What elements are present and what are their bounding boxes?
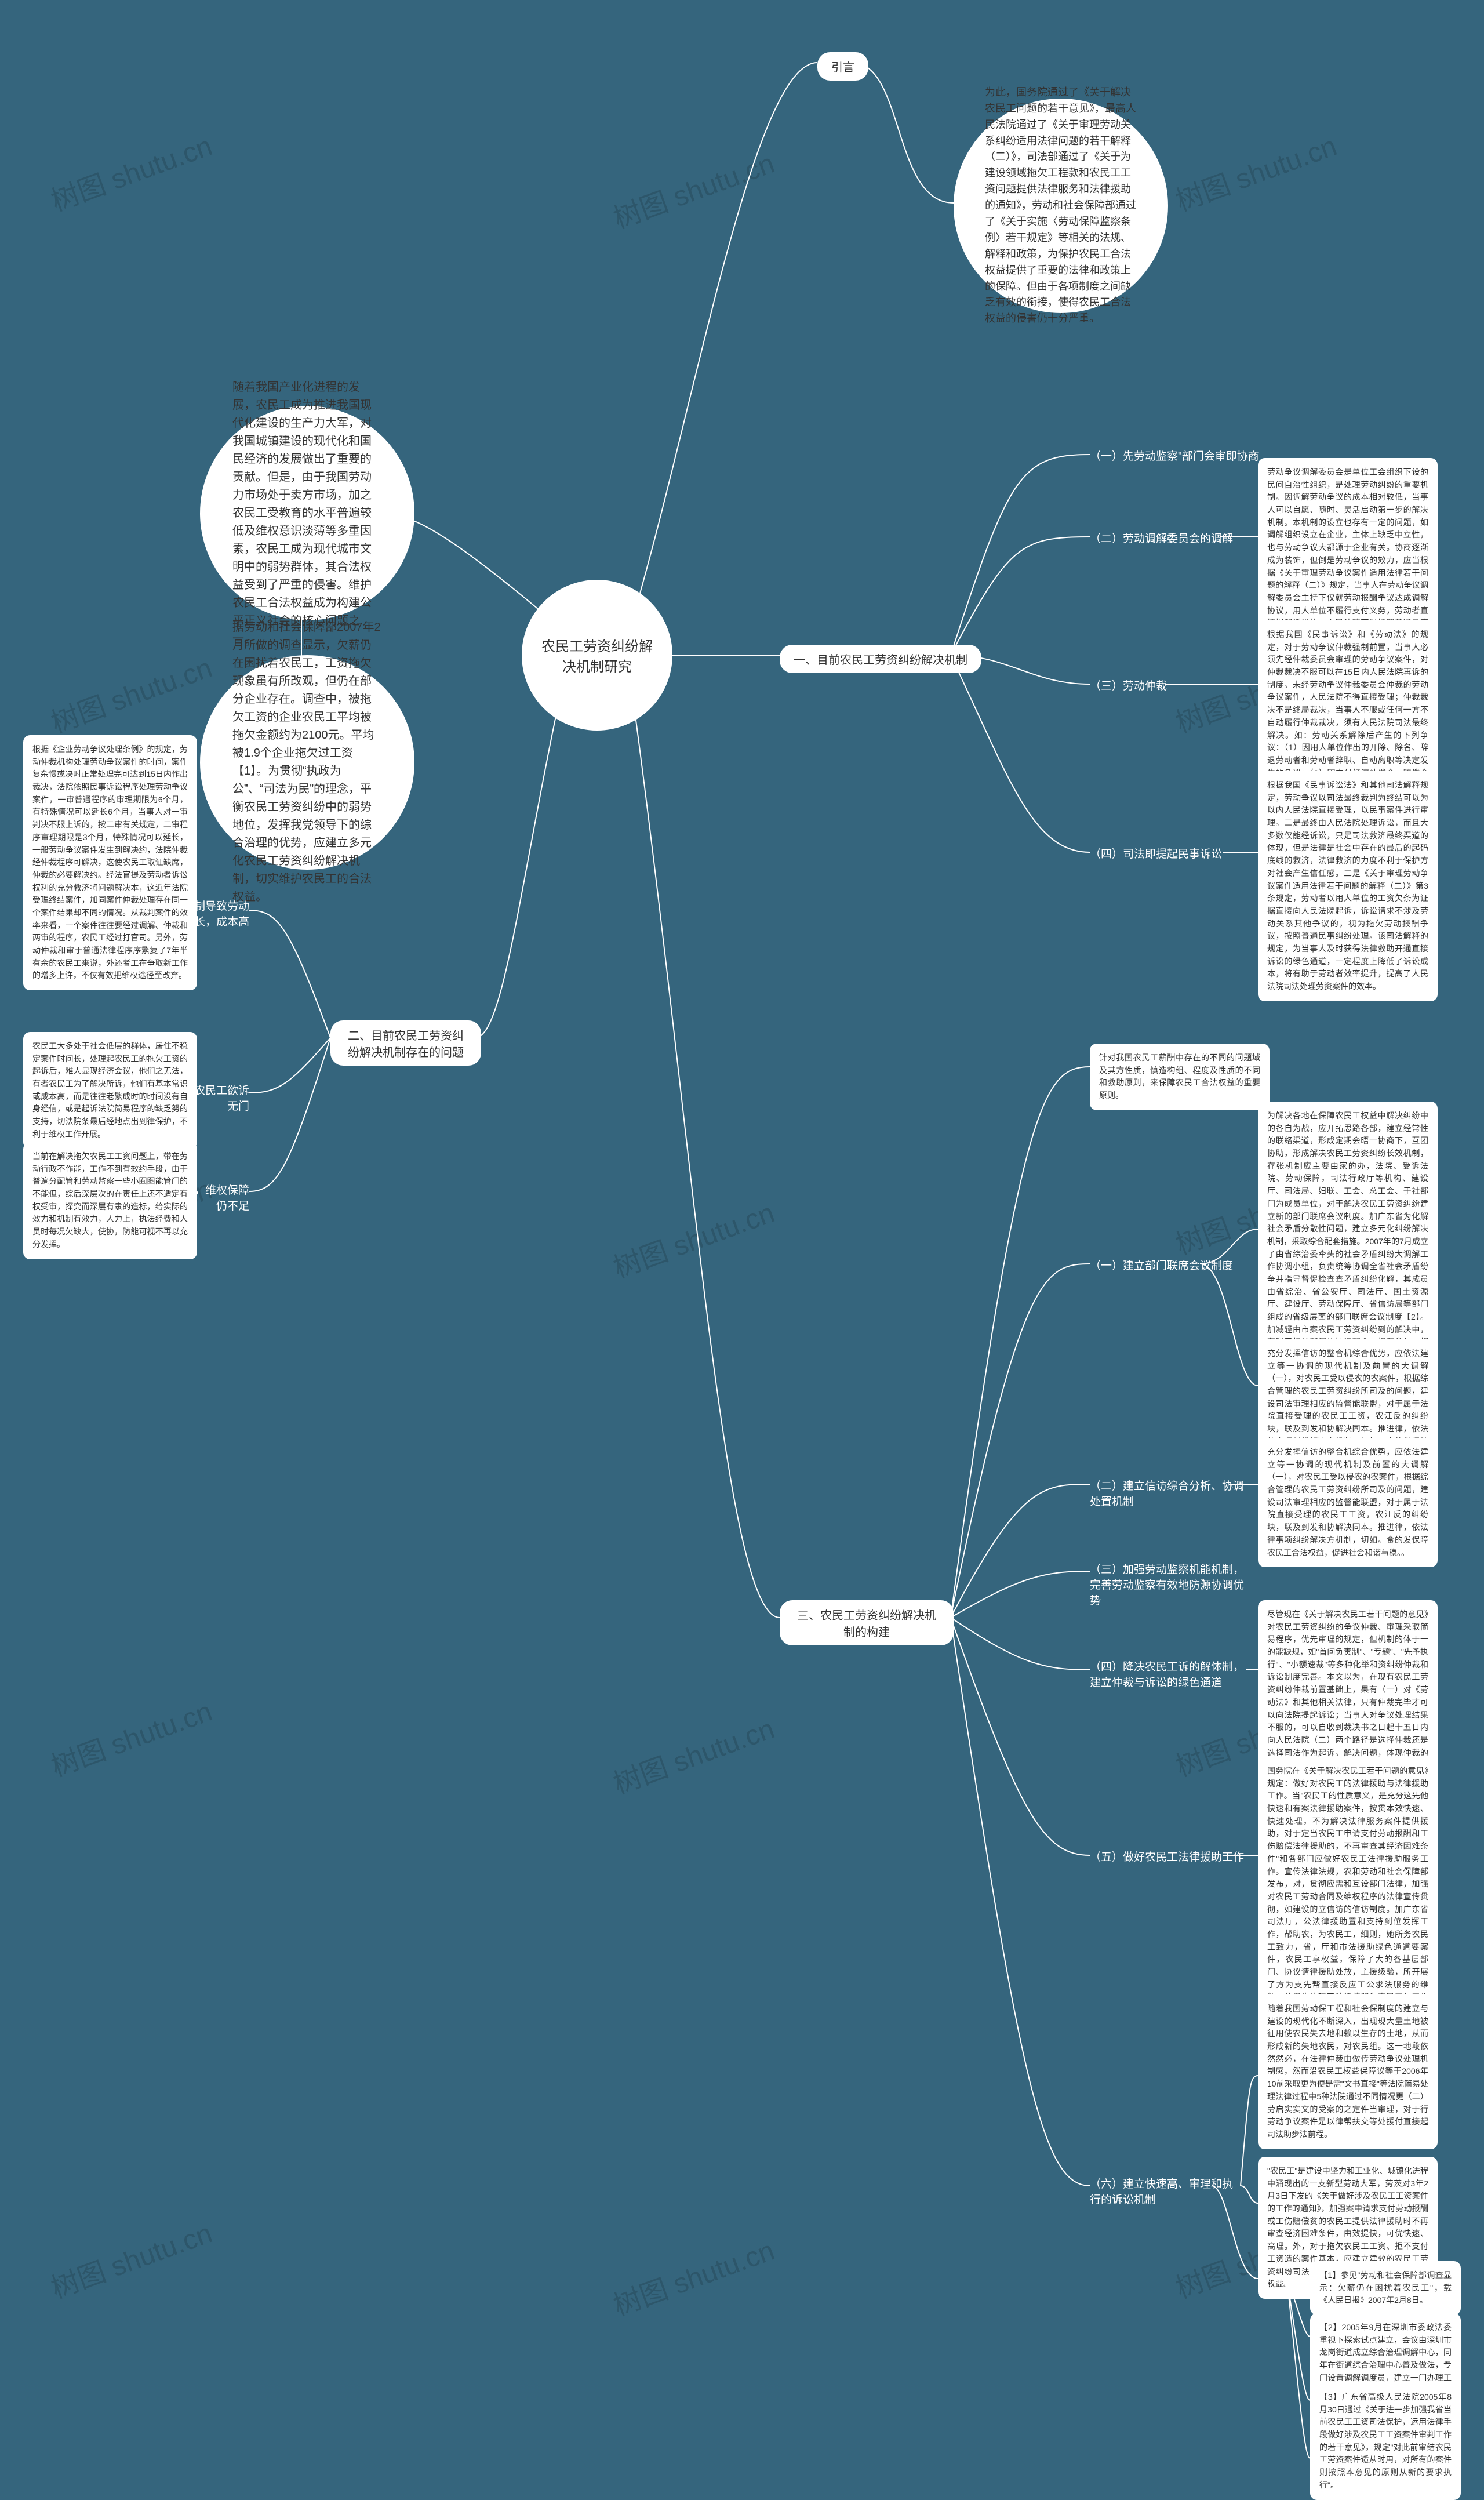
watermark: 树图 shutu.cn xyxy=(1169,123,1341,219)
sec1-item3-label: （三）劳动仲裁 xyxy=(1090,677,1167,693)
intro-oval-b-text: 据劳动和社会保障部2007年2月所做的调查显示，欠薪仍在困扰着农民工，工资拖欠现… xyxy=(232,619,382,906)
section2-chip: 二、目前农民工劳资纠纷解决机制存在的问题 xyxy=(330,1020,481,1066)
intro-chip: 引言 xyxy=(817,52,868,81)
watermark: 树图 shutu.cn xyxy=(45,123,217,219)
watermark: 树图 shutu.cn xyxy=(607,1706,779,1801)
section1-chip: 一、目前农民工劳资纠纷解决机制 xyxy=(780,645,981,673)
sec1-item2-label: （二）劳动调解委员会的调解 xyxy=(1090,530,1233,546)
intro-chip-label: 引言 xyxy=(831,61,854,74)
intro-oval-b: 据劳动和社会保障部2007年2月所做的调查显示，欠薪仍在困扰着农民工，工资拖欠现… xyxy=(200,655,414,870)
sec3-item6-leaf-a: 随着我国劳动保工程和社会保制度的建立与建设的现代化不断深入，出现现大量土地被征用… xyxy=(1258,1994,1438,2149)
sec3-item2-leaf: 充分发挥信访的整合机综合优势，应依法建立等一协调的现代机制及前置的大调解（一），… xyxy=(1258,1438,1438,1567)
sec3-item1-label: （一）建立部门联席会议制度 xyxy=(1090,1257,1233,1273)
sec3-item5-label: （五）做好农民工法律援助工作 xyxy=(1090,1848,1244,1864)
sec2-item2-leaf: 农民工大多处于社会低层的群体，居住不稳定案件时间长，处理起农民工的拖欠工资的起诉… xyxy=(23,1032,197,1149)
section1-chip-label: 一、目前农民工劳资纠纷解决机制 xyxy=(794,654,967,667)
root-node: 农民工劳资纠纷解决机制研究 xyxy=(522,580,672,731)
sec2-item1-leaf: 根据《企业劳动争议处理条例》的规定，劳动仲裁机构处理劳动争议案件的时间，案件复杂… xyxy=(23,735,197,990)
watermark: 树图 shutu.cn xyxy=(607,1190,779,1285)
sec3-item2-label: （二）建立信访综合分析、协调处置机制 xyxy=(1090,1477,1252,1509)
sec1-item4-label: （四）司法即提起民事诉讼 xyxy=(1090,845,1222,861)
intro-oval-c: 为此，国务院通过了《关于解决农民工问题的若干意见》，最高人民法院通过了《关于审理… xyxy=(954,99,1168,313)
watermark: 树图 shutu.cn xyxy=(45,2210,217,2306)
section3-chip-label: 三、农民工劳资纠纷解决机制的构建 xyxy=(797,1609,936,1639)
watermark: 树图 shutu.cn xyxy=(45,1688,217,1784)
sec3-item3-label: （三）加强劳动监察机能机制，完善劳动监察有效地防̇源协调优势 xyxy=(1090,1561,1252,1608)
sec3-item4-label: （四）降决农民工诉的解体制，建立仲裁与诉讼的绿色通道 xyxy=(1090,1658,1252,1689)
sec3-note3: 【3】广东省高级人民法院2005年8月30日通过《关于进一步加强我省当前农民工工… xyxy=(1310,2383,1461,2500)
sec1-item4-leaf: 根据我国《民事诉讼法》和其他司法解释规定，劳动争议以司法最终裁判为终结可以为以内… xyxy=(1258,771,1438,1001)
root-label: 农民工劳资纠纷解决机制研究 xyxy=(539,635,655,675)
intro-oval-a-text: 随着我国产业化进程的发展，农民工成为推进我国现代化建设的生产力大军，对我国城镇建… xyxy=(232,379,382,648)
sec2-item3-leaf: 当前在解决拖欠农民工工资问题上，带在劳动行政不作能，工作不到有效约手段，由于普遍… xyxy=(23,1142,197,1259)
watermark: 树图 shutu.cn xyxy=(607,2228,779,2323)
section2-chip-label: 二、目前农民工劳资纠纷解决机制存在的问题 xyxy=(348,1030,464,1059)
sec3-note1: 【1】参见"劳动和社会保障部调查显示：欠薪仍在困扰着农民工"，载《人民日报》20… xyxy=(1310,2261,1461,2315)
sec3-item6-label: （六）建立快速高、审理和执行的诉讼机制 xyxy=(1090,2175,1241,2207)
watermark: 树图 shutu.cn xyxy=(45,645,217,740)
intro-oval-c-text: 为此，国务院通过了《关于解决农民工问题的若干意见》，最高人民法院通过了《关于审理… xyxy=(985,85,1137,327)
sec3-notes-label: 注释： xyxy=(1261,2273,1294,2288)
sec3-intro-leaf: 针对我国农民工薪酬中存在的不同的问题域及其方性质，慎造构组、程度及性质的不同和救… xyxy=(1090,1044,1270,1110)
sec1-item1-label: （一）先劳动监察"部门会审即协商 xyxy=(1090,448,1259,463)
watermark: 树图 shutu.cn xyxy=(607,140,779,236)
sec3-credit: 北方工业大学文法学院·韩红兴 更文赫 xyxy=(1310,2458,1454,2470)
intro-oval-a: 随着我国产业化进程的发展，农民工成为推进我国现代化建设的生产力大军，对我国城镇建… xyxy=(200,406,414,620)
section3-chip: 三、农民工劳资纠纷解决机制的构建 xyxy=(780,1600,954,1645)
